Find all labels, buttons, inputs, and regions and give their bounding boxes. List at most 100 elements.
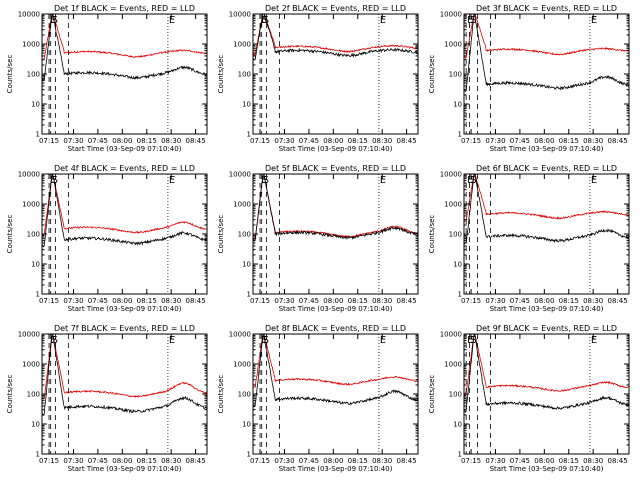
y-tick-label: 1 — [458, 451, 462, 459]
plot-frame — [463, 173, 630, 295]
y-tick-label: 10000 — [18, 11, 40, 19]
marker-label: E — [380, 175, 386, 186]
plot-frame — [463, 333, 630, 455]
panel-title: Det 7f BLACK = Events, RED = LLD — [54, 324, 195, 333]
x-tick-label: 08:45 — [397, 457, 417, 465]
y-tick-label: 100 — [238, 231, 251, 239]
y-axis-label: Counts/sec — [217, 215, 225, 254]
y-tick-label: 10 — [453, 261, 462, 269]
y-axis-label: Counts/sec — [6, 55, 14, 94]
x-tick-label: 07:30 — [274, 457, 294, 465]
y-tick-label: 10000 — [18, 171, 40, 179]
x-tick-label: 07:30 — [485, 137, 505, 145]
marker-label: S — [52, 175, 58, 186]
x-tick-label: 07:30 — [485, 457, 505, 465]
x-tick-label: 08:15 — [137, 297, 157, 305]
plot-frame — [41, 173, 208, 295]
x-axis-label: Start Time (03-Sep-09 07:10:40) — [68, 465, 182, 473]
x-tick-label: 08:00 — [112, 457, 132, 465]
x-tick-label: 07:15 — [461, 457, 481, 465]
x-tick-label: 08:45 — [608, 297, 628, 305]
marker-label: E — [169, 175, 175, 186]
y-tick-label: 10 — [453, 101, 462, 109]
y-tick-label: 1 — [458, 131, 462, 139]
x-tick-label: 08:45 — [608, 137, 628, 145]
x-axis-label: Start Time (03-Sep-09 07:10:40) — [68, 145, 182, 153]
x-tick-label: 07:30 — [485, 297, 505, 305]
events-series-line — [464, 334, 629, 414]
y-tick-label: 10 — [242, 421, 251, 429]
x-tick-label: 07:45 — [88, 297, 108, 305]
marker-label: E — [467, 335, 473, 346]
y-tick-label: 1 — [458, 291, 462, 299]
marker-label: E — [169, 335, 175, 346]
x-tick-label: 08:30 — [161, 457, 181, 465]
y-tick-label: 10000 — [440, 11, 462, 19]
panel-title: Det 8f BLACK = Events, RED = LLD — [265, 324, 406, 333]
marker-label: E — [169, 15, 175, 26]
y-axis-label: Counts/sec — [428, 375, 436, 414]
x-axis-label: Start Time (03-Sep-09 07:10:40) — [68, 305, 182, 313]
y-tick-label: 10 — [453, 421, 462, 429]
x-tick-label: 08:15 — [137, 137, 157, 145]
x-tick-label: 07:45 — [299, 297, 319, 305]
x-tick-label: 07:15 — [39, 137, 59, 145]
x-tick-label: 08:30 — [372, 457, 392, 465]
y-tick-label: 1000 — [444, 201, 462, 209]
x-tick-label: 07:15 — [39, 457, 59, 465]
x-tick-label: 08:45 — [186, 457, 206, 465]
x-tick-label: 08:00 — [112, 297, 132, 305]
x-tick-label: 08:15 — [559, 137, 579, 145]
marker-label: E — [380, 15, 386, 26]
x-tick-label: 07:30 — [63, 297, 83, 305]
y-tick-label: 1000 — [444, 41, 462, 49]
panel-title: Det 6f BLACK = Events, RED = LLD — [476, 164, 617, 173]
x-axis-label: Start Time (03-Sep-09 07:10:40) — [490, 145, 604, 153]
y-tick-label: 10000 — [18, 331, 40, 339]
marker-label: E — [467, 15, 473, 26]
x-tick-label: 07:15 — [250, 457, 270, 465]
x-tick-label: 08:00 — [534, 457, 554, 465]
x-tick-label: 08:00 — [112, 137, 132, 145]
x-tick-label: 07:45 — [510, 137, 530, 145]
x-tick-label: 07:15 — [461, 137, 481, 145]
plot-frame — [252, 333, 419, 455]
x-tick-label: 07:15 — [39, 297, 59, 305]
y-tick-label: 1000 — [233, 361, 251, 369]
x-tick-label: 07:45 — [299, 137, 319, 145]
y-tick-label: 1 — [36, 291, 40, 299]
marker-label: S — [470, 15, 476, 26]
y-axis-label: Counts/sec — [217, 55, 225, 94]
plot-frame — [252, 13, 419, 135]
marker-label: E — [591, 335, 597, 346]
x-tick-label: 07:30 — [63, 457, 83, 465]
marker-label: E — [261, 335, 267, 346]
y-tick-label: 100 — [238, 391, 251, 399]
panel-title: Det 2f BLACK = Events, RED = LLD — [265, 4, 406, 13]
marker-label: S — [263, 335, 269, 346]
x-tick-label: 08:00 — [534, 137, 554, 145]
lld-series-line — [42, 334, 207, 400]
y-tick-label: 1000 — [22, 361, 40, 369]
x-tick-label: 08:30 — [583, 137, 603, 145]
lld-series-line — [464, 334, 629, 396]
y-tick-label: 10000 — [440, 171, 462, 179]
plot-frame — [252, 173, 419, 295]
x-tick-label: 08:30 — [161, 137, 181, 145]
x-tick-label: 08:15 — [559, 457, 579, 465]
x-tick-label: 08:45 — [397, 297, 417, 305]
x-tick-label: 08:45 — [186, 137, 206, 145]
y-tick-label: 100 — [27, 71, 40, 79]
x-axis-label: Start Time (03-Sep-09 07:10:40) — [490, 465, 604, 473]
y-tick-label: 10 — [31, 101, 40, 109]
lld-series-line — [253, 174, 418, 241]
panel-title: Det 5f BLACK = Events, RED = LLD — [265, 164, 406, 173]
x-tick-label: 07:45 — [88, 137, 108, 145]
marker-label: S — [470, 175, 476, 186]
marker-label: E — [591, 175, 597, 186]
events-series-line — [42, 334, 207, 417]
